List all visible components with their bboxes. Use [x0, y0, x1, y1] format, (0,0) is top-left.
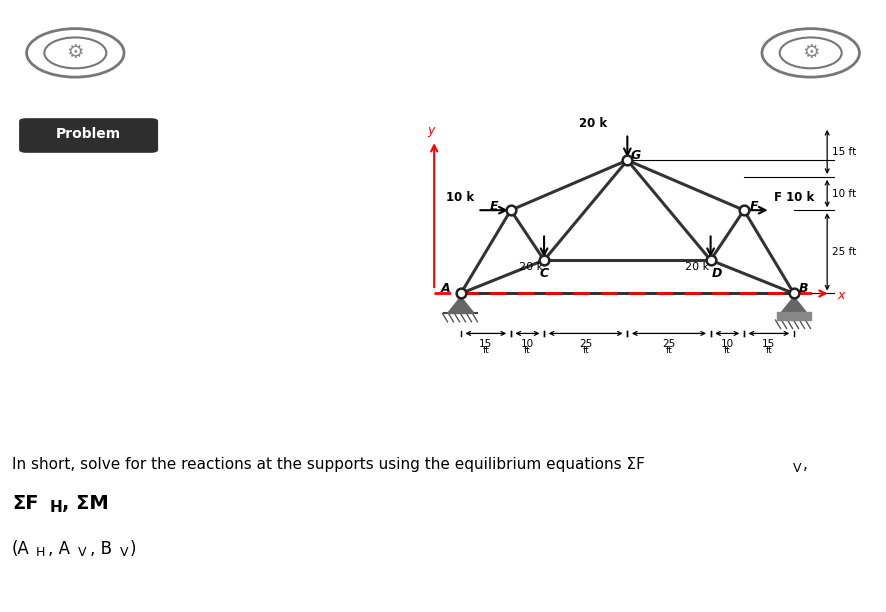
Text: 10: 10 [720, 340, 734, 349]
Text: E: E [490, 200, 498, 214]
Text: Problem: Problem [56, 127, 121, 141]
Text: shown. Determine:: shown. Determine: [44, 201, 150, 211]
Text: A truss is subjected to the following forces as: A truss is subjected to the following fo… [44, 168, 297, 177]
Text: In short, solve for the reactions at the supports using the equilibrium equation: In short, solve for the reactions at the… [12, 457, 645, 472]
Text: B: B [799, 282, 809, 295]
Text: H: H [36, 546, 45, 559]
Text: 10 k: 10 k [446, 190, 474, 204]
Text: V: V [120, 546, 128, 559]
Text: ,: , [803, 457, 808, 472]
Text: F 10 k: F 10 k [773, 190, 814, 204]
Text: , ΣM: , ΣM [62, 494, 109, 513]
Text: G: G [631, 149, 641, 162]
Text: , A: , A [48, 540, 70, 558]
Text: y: y [427, 124, 434, 136]
Text: 15: 15 [762, 340, 775, 349]
Text: ft: ft [482, 346, 489, 355]
Text: A: A [441, 282, 451, 295]
Text: ft: ft [524, 346, 531, 355]
Text: ft: ft [766, 346, 773, 355]
Text: V: V [793, 461, 802, 475]
Text: V: V [78, 546, 87, 559]
Text: ): ) [130, 540, 136, 558]
Text: ⚙: ⚙ [66, 43, 84, 62]
Text: ( Aᵥ, Aᴴ, Bᵥ): ( Aᵥ, Aᴴ, Bᵥ) [44, 366, 108, 376]
Polygon shape [447, 297, 474, 313]
Text: ft: ft [724, 346, 731, 355]
Text: (a.) The magnitude of the resultant of the: (a.) The magnitude of the resultant of t… [44, 267, 277, 277]
Text: 20 k: 20 k [685, 262, 710, 272]
Polygon shape [781, 297, 807, 313]
Text: 10 ft: 10 ft [832, 188, 856, 198]
Text: 10: 10 [521, 340, 534, 349]
Text: 15 ft: 15 ft [832, 147, 857, 157]
Text: x: x [837, 289, 844, 302]
Text: 20 k: 20 k [579, 118, 608, 130]
Text: (A: (A [12, 540, 30, 558]
Text: ΣF: ΣF [12, 494, 38, 513]
Text: , B: , B [90, 540, 112, 558]
Text: *Kip (k)-a unit of force, equivalent to 1000 lbs.: *Kip (k)-a unit of force, equivalent to … [44, 333, 303, 343]
Text: ft: ft [582, 346, 589, 355]
Text: MECH 1 Assignment – 2M: MECH 1 Assignment – 2M [206, 36, 680, 69]
FancyBboxPatch shape [18, 117, 159, 154]
Text: F: F [750, 200, 758, 214]
Text: 25: 25 [663, 340, 676, 349]
Text: ft: ft [665, 346, 672, 355]
Text: 15: 15 [479, 340, 493, 349]
Text: 25 ft: 25 ft [832, 247, 857, 257]
Text: 20 k: 20 k [518, 262, 543, 272]
Text: 25: 25 [579, 340, 593, 349]
Text: H: H [50, 500, 63, 515]
Text: ⚙: ⚙ [802, 43, 820, 62]
Bar [777, 312, 811, 320]
Text: D: D [712, 267, 722, 280]
Text: external forces, R (kips).: external forces, R (kips). [44, 300, 181, 310]
Text: C: C [540, 267, 548, 280]
